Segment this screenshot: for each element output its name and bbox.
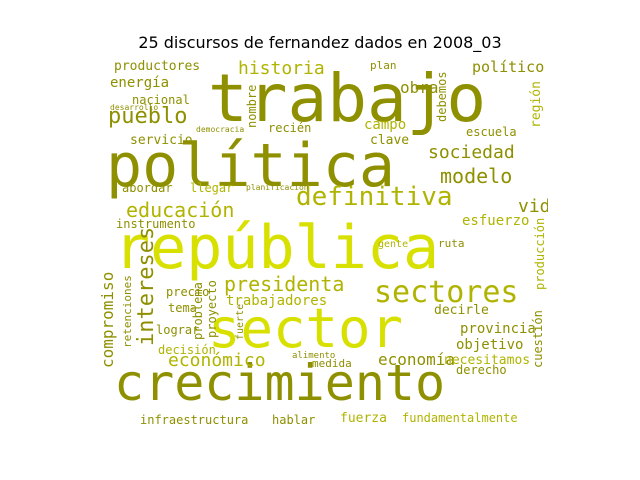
word-problema: problema — [191, 282, 205, 340]
word-proyecto: proyecto — [205, 280, 219, 338]
word-pueblo: pueblo — [108, 104, 188, 129]
word-infraestructura: infraestructura — [140, 413, 249, 427]
word-decision: decisión — [158, 343, 216, 357]
word-plan: plan — [370, 59, 397, 72]
word-instrumento: instrumento — [116, 217, 196, 231]
word-politica: política — [106, 131, 395, 201]
word-historia: historia — [238, 58, 325, 79]
word-republica: república — [114, 213, 440, 283]
chart-title: 25 discursos de fernandez dados en 2008_… — [138, 33, 502, 52]
word-decirle: decirle — [434, 303, 489, 318]
word-hablar: hablar — [272, 413, 316, 427]
word-planificacion: planificación — [246, 183, 309, 192]
word-produccion: producción — [533, 217, 547, 290]
word-modelo: modelo — [440, 164, 513, 188]
word-nacional: nacional — [132, 93, 190, 107]
word-trabajadores: trabajadores — [226, 293, 328, 309]
word-desarrollo: desarrollo — [110, 103, 159, 112]
word-clave: clave — [370, 133, 410, 148]
word-escuela: escuela — [466, 125, 517, 139]
word-derecho: derecho — [456, 363, 507, 377]
word-sociedad: sociedad — [428, 142, 515, 163]
word-cuestion: cuestión — [531, 310, 545, 368]
word-politico: político — [472, 58, 545, 76]
word-democracia: democracia — [196, 125, 245, 134]
word-compromiso: compromiso — [98, 271, 117, 368]
word-economia: economía — [378, 350, 456, 369]
word-fuerza: fuerza — [340, 411, 387, 426]
word-llegar: llegar — [190, 181, 234, 195]
word-energia: energía — [110, 75, 170, 91]
word-fuerte: fuerte — [235, 303, 246, 340]
word-alimento: alimento — [292, 351, 336, 361]
word-presidenta: presidenta — [224, 272, 345, 296]
word-ruta: ruta — [438, 237, 465, 250]
word-medida: medida — [312, 357, 352, 370]
word-trabajo: trabajo — [208, 60, 487, 137]
word-crecimiento: crecimiento — [114, 354, 446, 412]
word-servicio: servicio — [130, 133, 193, 148]
word-retenciones: retenciones — [121, 275, 134, 348]
word-sectores: sectores — [374, 275, 519, 310]
word-lograr: lograr — [156, 323, 200, 337]
word-tema: tema — [168, 301, 197, 315]
word-gente: gente — [378, 239, 409, 250]
word-definitiva: definitiva — [296, 182, 453, 212]
word-provincia: provincia — [460, 321, 536, 337]
word-esfuerzo: esfuerzo — [462, 213, 530, 229]
word-vida: vida — [518, 196, 548, 217]
word-necesitamos: necesitamos — [444, 353, 531, 368]
word-economico: económico — [168, 350, 266, 371]
word-intereses: intereses — [134, 226, 159, 346]
word-cloud: trabajo política república sector crecim… — [96, 58, 548, 428]
word-recien: recién — [268, 121, 312, 135]
word-objetivo: objetivo — [456, 337, 524, 353]
word-productores: productores — [114, 59, 201, 74]
word-region: región — [529, 81, 544, 128]
word-sector: sector — [208, 297, 404, 360]
word-debemos: debemos — [435, 71, 449, 122]
word-nombre: nombre — [245, 84, 259, 128]
word-precio: precio — [166, 285, 210, 299]
word-obra: obra — [400, 78, 439, 97]
word-abordar: abordar — [122, 181, 173, 195]
word-educacion: educación — [126, 198, 235, 222]
word-campo: campo — [364, 117, 407, 133]
word-fundamentalmente: fundamentalmente — [402, 411, 518, 425]
